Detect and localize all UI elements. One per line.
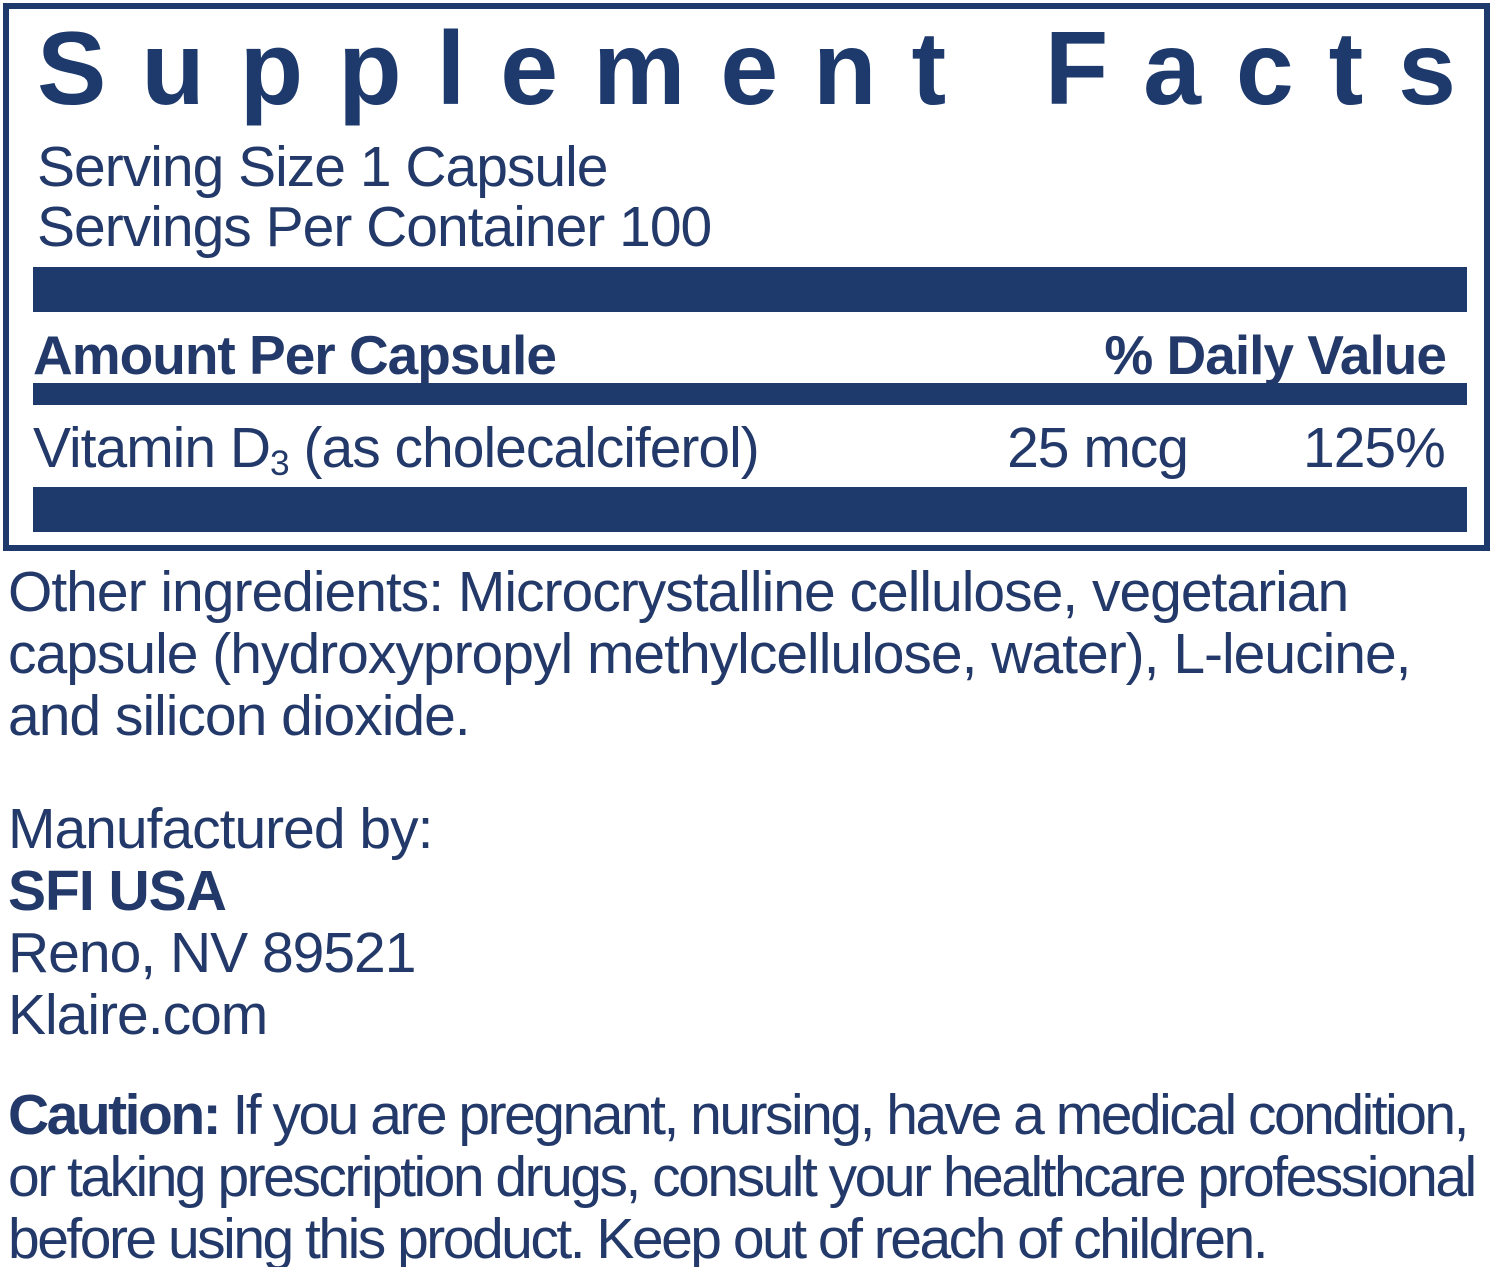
ingredient-name-subscript: 3 (270, 443, 290, 483)
manufacturer-block: Manufactured by: SFI USA Reno, NV 89521 … (8, 798, 1458, 1046)
caution-text: If you are pregnant, nursing, have a med… (8, 1083, 1477, 1267)
manufacturer-address: Reno, NV 89521 (8, 921, 416, 985)
other-ingredients: Other ingredients: Microcrystalline cell… (8, 561, 1463, 747)
divider-thick-bottom (33, 487, 1467, 532)
divider-thick-top (33, 267, 1467, 312)
ingredient-daily-value: 125% (1303, 416, 1446, 480)
manufactured-by-label: Manufactured by: (8, 797, 433, 861)
ingredient-name-suffix: (as cholecalciferol) (288, 416, 760, 480)
other-ingredients-label: Other ingredients: (8, 560, 444, 624)
ingredient-amount: 25 mcg (1007, 416, 1189, 480)
table-row-vitamin-d3: Vitamin D3 (as cholecalciferol) 25 mcg 1… (33, 415, 1446, 481)
servings-per-container: Servings Per Container 100 (37, 195, 712, 259)
serving-size: Serving Size 1 Capsule (37, 135, 609, 199)
column-daily-value: % Daily Value (1104, 324, 1447, 386)
divider-thin (33, 383, 1467, 405)
other-ingredients-text: Microcrystalline cellulose, vegetarian c… (8, 560, 1411, 748)
caution-label: Caution: (8, 1083, 222, 1147)
column-amount-per-capsule: Amount Per Capsule (33, 324, 557, 386)
ingredient-name-prefix: Vitamin D (33, 416, 271, 480)
serving-info: Serving Size 1 Capsule Servings Per Cont… (37, 137, 1444, 257)
table-header-row: Amount Per Capsule % Daily Value (33, 323, 1447, 387)
manufacturer-website: Klaire.com (8, 983, 268, 1047)
caution: Caution: If you are pregnant, nursing, h… (8, 1084, 1490, 1267)
ingredient-name: Vitamin D3 (as cholecalciferol) (33, 415, 998, 481)
manufacturer-name: SFI USA (8, 859, 227, 923)
